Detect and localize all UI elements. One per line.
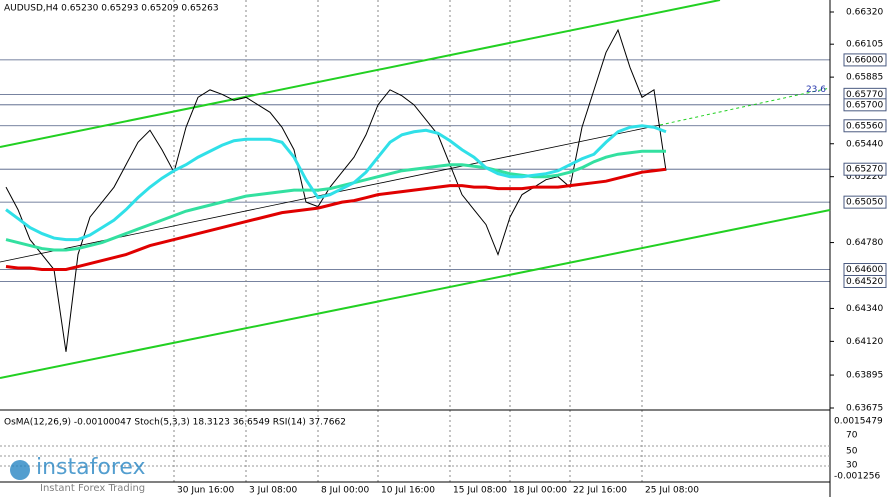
y-tick-label: 0.63895 bbox=[846, 371, 883, 381]
y-tick-label: 0.64780 bbox=[846, 238, 883, 248]
trend-extension bbox=[659, 87, 831, 126]
overlay: 30 Jun 16:00 3 Jul 08:00 8 Jul 00:00 10 Jul… bbox=[5, 8, 887, 496]
level-label: 0.65270 bbox=[846, 165, 883, 175]
y-tick-label: 0.66320 bbox=[846, 8, 883, 18]
indicator-label: 0.0015479 bbox=[834, 417, 883, 427]
chart-title: AUDUSD,H4 0.65230 0.65293 0.65209 0.6526… bbox=[4, 4, 219, 14]
y-tick-label: 0.64340 bbox=[846, 304, 883, 314]
moving-average bbox=[5, 167, 667, 272]
y-tick-label: 0.65220 bbox=[846, 172, 883, 182]
fibo-label: 23.6 bbox=[806, 85, 826, 95]
moving-average bbox=[5, 149, 666, 252]
x-tick-label: 3 Jul 08:00 bbox=[249, 486, 298, 496]
level-label: 0.65050 bbox=[846, 198, 883, 208]
x-tick-label: 18 Jul 00:00 bbox=[513, 486, 567, 496]
level-label: 0.65770 bbox=[846, 90, 883, 100]
level-label: 0.64520 bbox=[846, 277, 883, 287]
level-label-box bbox=[843, 162, 887, 176]
moving-average bbox=[5, 124, 667, 242]
x-tick-label: 15 Jul 08:00 bbox=[453, 486, 507, 496]
level-label-box bbox=[843, 98, 887, 112]
indicator-label: 50 bbox=[846, 447, 858, 457]
x-tick-label: 10 Jul 16:00 bbox=[381, 486, 435, 496]
y-tick-label: 0.64120 bbox=[846, 337, 883, 347]
level-label: 0.65700 bbox=[846, 100, 883, 110]
x-tick-label: 22 Jul 16:00 bbox=[573, 486, 627, 496]
level-label-box bbox=[843, 119, 887, 133]
y-tick-label: 0.66105 bbox=[846, 40, 883, 50]
x-tick-label: 8 Jul 00:00 bbox=[321, 486, 370, 496]
level-label-box bbox=[843, 53, 887, 67]
indicator-label: 70 bbox=[846, 431, 858, 441]
watermark-logo bbox=[10, 460, 30, 480]
watermark-brand: instaforex bbox=[36, 455, 146, 480]
price-line bbox=[5, 28, 667, 352]
x-tick-label: 25 Jul 08:00 bbox=[645, 486, 699, 496]
level-label-box bbox=[843, 195, 887, 209]
level-label: 0.64600 bbox=[846, 265, 883, 275]
level-label-box bbox=[843, 274, 887, 288]
watermark-tagline: Instant Forex Trading bbox=[40, 483, 145, 494]
level-label: 0.66000 bbox=[846, 55, 883, 65]
channel-lower bbox=[0, 209, 831, 379]
indicator-title: OsMA(12,26,9) -0.00100047 Stoch(5,3,3) 1… bbox=[4, 418, 346, 428]
y-tick-label: 0.65440 bbox=[846, 139, 883, 149]
indicator-label: 30 bbox=[846, 461, 858, 471]
y-tick-label: 0.63675 bbox=[846, 404, 883, 414]
indicator-label: -0.001256 bbox=[834, 472, 880, 482]
level-label: 0.65560 bbox=[846, 121, 883, 131]
x-tick-label: 30 Jun 16:00 bbox=[177, 486, 234, 496]
channel-upper bbox=[0, 0, 721, 148]
y-tick-label: 0.65885 bbox=[846, 73, 883, 83]
watermark: instaforex Instant Forex Trading bbox=[10, 455, 146, 494]
